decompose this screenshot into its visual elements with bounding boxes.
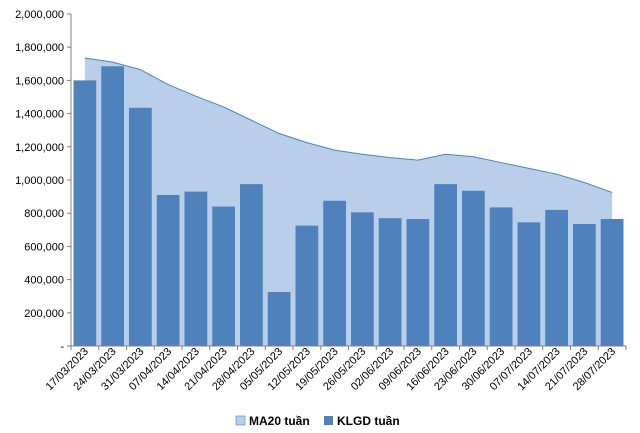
y-tick-label: - xyxy=(60,341,64,353)
bar-klgd xyxy=(489,207,513,346)
bar-klgd xyxy=(600,219,624,346)
bar-klgd xyxy=(184,191,208,346)
legend-swatch-klgd xyxy=(324,416,333,425)
y-tick-label: 1,400,000 xyxy=(15,109,64,121)
bar-klgd xyxy=(434,184,458,346)
bar-klgd xyxy=(128,107,152,346)
legend-label-klgd: KLGD tuần xyxy=(337,414,400,428)
y-tick-label: 1,600,000 xyxy=(15,75,64,87)
bar-klgd xyxy=(295,225,319,346)
legend-label-ma20: MA20 tuần xyxy=(249,414,310,428)
bar-klgd xyxy=(101,66,125,346)
bar-layer xyxy=(73,66,624,347)
y-tick-label: 400,000 xyxy=(24,275,64,287)
y-tick-label: 200,000 xyxy=(24,308,64,320)
y-tick-label: 800,000 xyxy=(24,208,64,220)
bar-klgd xyxy=(267,292,291,346)
bar-klgd xyxy=(378,218,402,346)
bar-klgd xyxy=(517,222,541,346)
bar-klgd xyxy=(545,209,569,346)
y-tick-label: 600,000 xyxy=(24,241,64,253)
bar-klgd xyxy=(572,223,596,346)
y-tick-label: 1,200,000 xyxy=(15,142,64,154)
bar-klgd xyxy=(461,190,485,346)
y-tick-label: 2,000,000 xyxy=(15,9,64,21)
bar-klgd xyxy=(156,194,180,346)
legend: MA20 tuần KLGD tuần xyxy=(235,414,400,428)
legend-swatch-ma20 xyxy=(235,415,246,426)
bar-klgd xyxy=(73,80,97,347)
y-tick-label: 1,000,000 xyxy=(15,175,64,187)
y-tick-labels: - 200,000 400,000 600,000 800,000 1,000,000 1,… xyxy=(15,9,71,353)
x-tick-labels: 17/03/202324/03/202331/03/202307/04/2023… xyxy=(44,346,627,393)
bar-klgd xyxy=(239,184,263,346)
ma20-line xyxy=(84,57,613,193)
bar-klgd xyxy=(350,212,374,346)
bar-klgd xyxy=(406,219,430,346)
bar-klgd xyxy=(323,200,347,346)
bar-klgd xyxy=(212,206,236,346)
y-tick-label: 1,800,000 xyxy=(15,42,64,54)
